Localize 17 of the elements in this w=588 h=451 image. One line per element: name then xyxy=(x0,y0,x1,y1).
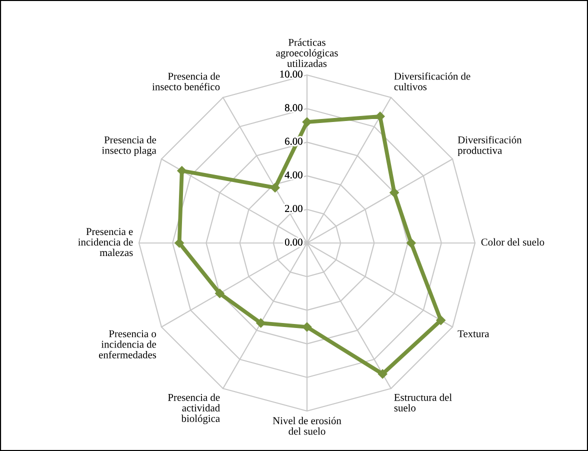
spoke-label: Estructura del suelo xyxy=(394,394,452,412)
spoke-label: Nivel de erosión del suelo xyxy=(272,416,342,435)
y-tick-label: 2.00 xyxy=(285,204,302,212)
y-tick-label: 0.00 xyxy=(284,238,302,246)
spoke-label: Diversificación de cultivos xyxy=(394,72,470,90)
spoke-label: Presencia o incidencia de enfermedades xyxy=(98,330,156,358)
y-tick-label: 10.00 xyxy=(280,70,302,78)
spoke-label: Presencia de actividad biológica xyxy=(168,394,220,424)
spoke-label: Textura xyxy=(458,330,490,338)
spoke-label: Diversificación productiva xyxy=(458,136,522,156)
spoke-label: Presencia de insecto plaga xyxy=(102,136,156,156)
spoke-label: Presencia e incidencia de malezas xyxy=(78,228,133,256)
spoke-label: Color del suelo xyxy=(481,238,544,246)
y-tick-label: 4.00 xyxy=(284,171,302,178)
spoke-label: Presencia de insecto benéfico xyxy=(152,72,220,90)
y-tick-label: 8.00 xyxy=(284,104,302,112)
spoke-label: Prácticas agroecológicas utilizadas xyxy=(276,38,338,68)
